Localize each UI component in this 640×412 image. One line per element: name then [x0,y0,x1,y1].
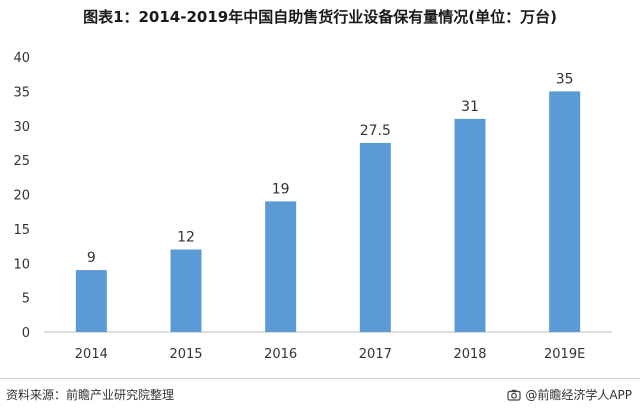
value-label-2015: 12 [177,230,195,246]
x-tick-label-2019E: 2019E [544,347,585,362]
y-tick-label: 35 [13,85,30,100]
bar-2019E [549,91,581,332]
y-axis: 0 5 10 15 20 25 30 35 40 [13,51,30,341]
x-tick-label-2016: 2016 [264,347,297,362]
y-tick-label: 20 [13,189,30,204]
value-label-2018: 31 [461,99,479,115]
y-tick-label: 5 [22,292,30,307]
x-tick-label-2018: 2018 [453,347,486,362]
x-tick-label-2015: 2015 [169,347,202,362]
x-tick-label-2017: 2017 [359,347,392,362]
footer-divider [0,378,640,379]
chart-title: 图表1：2014-2019年中国自助售货行业设备保有量情况(单位：万台) [83,8,557,26]
credit-note: @前瞻经济学人APP [507,386,632,403]
y-tick-label: 15 [13,223,30,238]
bar-2017 [359,142,391,332]
y-tick-label: 40 [13,51,30,66]
source-note: 资料来源：前瞻产业研究院整理 [6,388,175,402]
credit-text: @前瞻经济学人APP [525,388,632,402]
y-tick-label: 10 [13,257,30,272]
bars [75,91,581,332]
value-label-2014: 9 [87,250,96,266]
y-tick-label: 25 [13,154,30,169]
bar-2015 [170,249,202,332]
bar-2018 [454,118,486,332]
value-label-2019E: 35 [556,71,574,87]
value-label-2017: 27.5 [360,123,391,139]
bar-2016 [265,201,297,332]
bar-2014 [75,270,107,332]
value-labels: 9 12 19 27.5 31 35 [87,71,574,266]
y-tick-label: 0 [22,326,30,341]
x-tick-label-2014: 2014 [75,347,108,362]
camera-icon [507,389,521,401]
y-tick-label: 30 [13,120,30,135]
x-axis: 2014 2015 2016 2017 2018 2019E [44,331,612,362]
value-label-2016: 19 [272,181,290,197]
